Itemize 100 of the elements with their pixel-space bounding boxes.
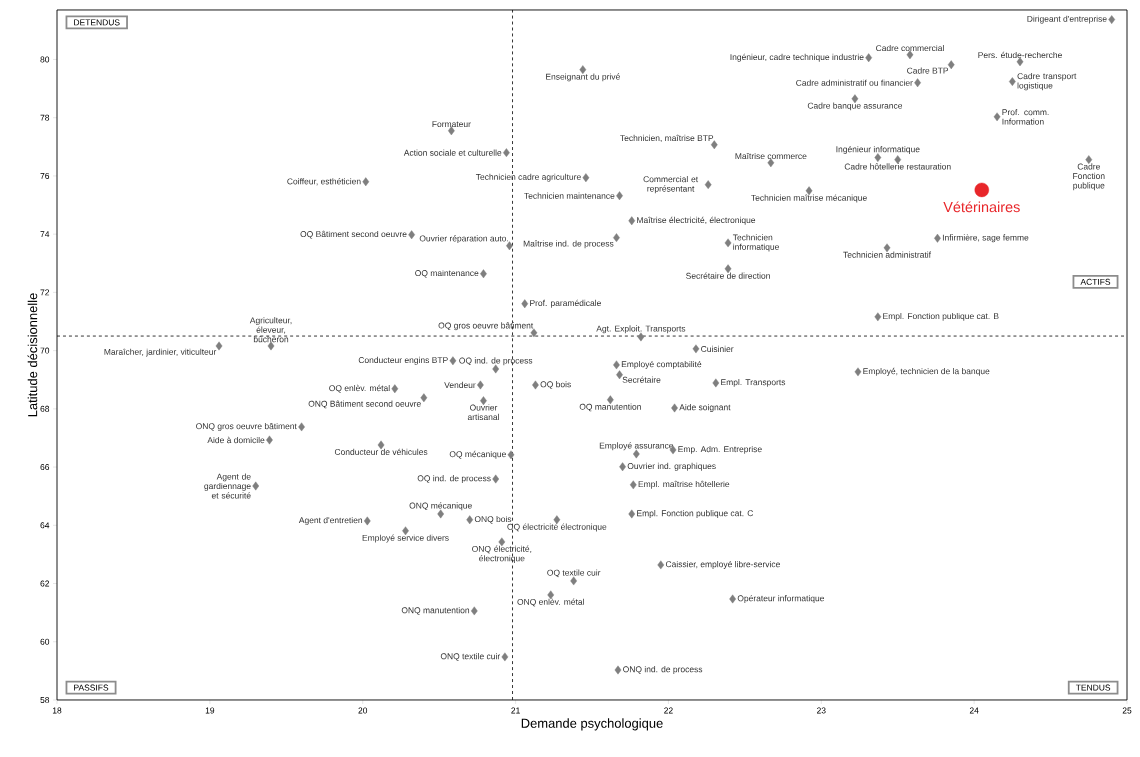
annotation: Technicien administratif — [843, 251, 932, 258]
y-tick-label: 78 — [40, 114, 50, 121]
annotation: Opérateur informatique — [737, 594, 825, 603]
annotation: Ouvrier réparation auto. — [419, 235, 508, 244]
annotation: Technicien maintenance — [524, 192, 615, 199]
annotation: ONQ textile cuir — [440, 653, 501, 661]
annotation: DETENDUS — [74, 19, 120, 26]
x-tick-label: 19 — [205, 707, 215, 714]
annotation: Technicien, maîtrise BTP — [620, 134, 714, 143]
annotation: Aide à domicile — [207, 436, 265, 444]
y-tick-label: 64 — [40, 522, 50, 529]
annotation: Cadre banque assurance — [807, 102, 903, 111]
annotation: Employé, technicien de la banque — [863, 367, 990, 376]
annotation: Prof. paramédicale — [530, 299, 601, 308]
annotation: Enseignant du privé — [546, 73, 620, 82]
y-tick-label: 80 — [40, 56, 50, 63]
annotation: Conducteur engins BTP — [358, 356, 448, 365]
x-tick-label: 20 — [358, 707, 368, 714]
annotation: Infirmière, sage femme — [942, 234, 1029, 243]
annotation: Technicien maîtrise mécanique — [751, 194, 867, 203]
y-tick-label: 70 — [40, 347, 50, 354]
annotation: OQ électricité électronique — [507, 523, 607, 532]
annotation: ONQ gros oeuvre bâtiment — [196, 422, 297, 431]
y-tick-label: 68 — [40, 405, 50, 412]
annotation: Empl. Fonction publique cat. C — [637, 509, 754, 518]
annotation: Employé comptabilité — [621, 360, 702, 369]
annotation: Cadre administratif ou financier — [796, 79, 913, 86]
annotation: Emp. Adm. Entreprise — [678, 445, 762, 454]
annotation: ONQ mécanique — [409, 502, 472, 511]
annotation: OQ mécanique — [449, 450, 506, 459]
annotation: Ingénieur informatique — [836, 145, 920, 154]
annotation: OQ enlèv. métal — [329, 384, 390, 393]
annotation: PASSIFS — [74, 684, 109, 691]
annotation: OQ ind. de process — [417, 475, 491, 483]
annotation: ONQ ind. de process — [623, 666, 703, 674]
annotation: Aide soignant — [679, 404, 731, 412]
annotation: Coiffeur, esthéticien — [287, 178, 361, 186]
annotation: OQ manutention — [579, 403, 641, 412]
annotation: Secrétaire — [622, 376, 661, 383]
y-tick-label: 66 — [40, 464, 50, 471]
annotation: Cadre transport logistique — [1017, 72, 1077, 91]
y-tick-label: 60 — [40, 638, 50, 645]
annotation: Technicien cadre agriculture — [475, 173, 581, 182]
x-tick-label: 25 — [1122, 707, 1132, 714]
annotation: Ouvrier artisanal — [467, 404, 499, 421]
y-axis-title: Latitude décisionnelle — [27, 293, 38, 417]
annotation: OQ Bâtiment second oeuvre — [300, 230, 407, 239]
annotation: Cadre Fonction publique — [1073, 163, 1105, 191]
annotation: Empl. Fonction publique cat. B — [883, 312, 999, 321]
annotation: ONQ bois — [474, 515, 512, 524]
x-axis-title: Demande psychologique — [521, 718, 663, 731]
annotation: OQ maintenance — [415, 269, 479, 278]
annotation: Empl. Transports — [721, 378, 786, 387]
annotation: OQ bois — [540, 381, 571, 389]
annotation: Vendeur — [444, 381, 476, 389]
annotation: Agent d'entretien — [298, 516, 363, 525]
annotation: Dirigeant d'entreprise — [1027, 15, 1107, 24]
annotation: Cuisinier — [701, 345, 734, 352]
annotation: Conducteur de véhicules — [334, 448, 428, 455]
annotation: Empl. maîtrise hôtellerie — [638, 480, 730, 489]
annotation: Secrétaire de direction — [686, 272, 770, 279]
annotation: Maraîcher, jardinier, viticulteur — [104, 348, 217, 357]
series-label: Vétérinaires — [943, 201, 1020, 213]
annotation: ACTIFS — [1080, 278, 1111, 285]
annotation: Maîtrise ind. de process — [523, 240, 614, 249]
annotation: Pers. étude-recherche — [978, 51, 1062, 59]
x-tick-label: 24 — [969, 707, 979, 714]
annotation: OQ ind. de process — [459, 357, 533, 366]
annotation: Maîtrise électricité, électronique — [637, 216, 756, 225]
annotation: Ouvrier ind. graphiques — [627, 462, 716, 471]
annotation: Action sociale et culturelle — [403, 149, 502, 156]
annotation: ONQ enlèv. métal — [517, 598, 584, 607]
annotation: ONQ manutention — [401, 607, 470, 615]
annotation: Employé assurance — [599, 442, 674, 451]
annotation: ONQ Bâtiment second oeuvre — [308, 400, 421, 409]
y-tick-label: 76 — [40, 172, 50, 179]
annotation: Agt. Exploit. Transports — [596, 325, 686, 334]
annotation: OQ textile cuir — [547, 569, 601, 578]
annotation: Cadre BTP — [907, 67, 949, 74]
annotation: Caissier, employé libre-service — [665, 560, 780, 569]
x-tick-label: 21 — [511, 707, 520, 714]
annotation: Prof. comm. Information — [1002, 108, 1049, 125]
y-tick-label: 62 — [40, 580, 50, 587]
annotation: Cadre commercial — [876, 44, 944, 52]
annotation: Maîtrise commerce — [735, 152, 807, 160]
y-tick-label: 74 — [40, 231, 50, 238]
annotation: Employé service divers — [362, 534, 449, 543]
annotation: Agriculteur, éleveur, bûcheron — [249, 317, 292, 343]
x-tick-label: 23 — [817, 707, 826, 714]
annotation: Agent de gardiennage et sécurité — [204, 473, 251, 499]
annotation: ONQ électricité, électronique — [472, 545, 532, 564]
annotation: Formateur — [432, 121, 471, 128]
annotation: Commercial et représentant — [643, 175, 699, 194]
annotation: TENDUS — [1075, 684, 1111, 691]
annotation: Ingénieur, cadre technique industrie — [730, 53, 864, 62]
x-tick-label: 18 — [52, 707, 62, 714]
x-tick-label: 22 — [664, 707, 673, 714]
annotation: OQ gros oeuvre bâtiment — [438, 322, 534, 331]
y-tick-label: 58 — [40, 696, 50, 703]
y-tick-label: 72 — [40, 289, 50, 296]
